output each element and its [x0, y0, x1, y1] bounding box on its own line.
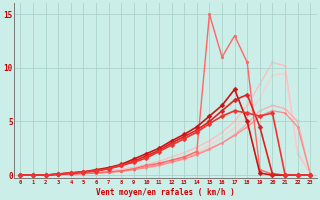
X-axis label: Vent moyen/en rafales ( km/h ): Vent moyen/en rafales ( km/h )	[96, 188, 235, 197]
